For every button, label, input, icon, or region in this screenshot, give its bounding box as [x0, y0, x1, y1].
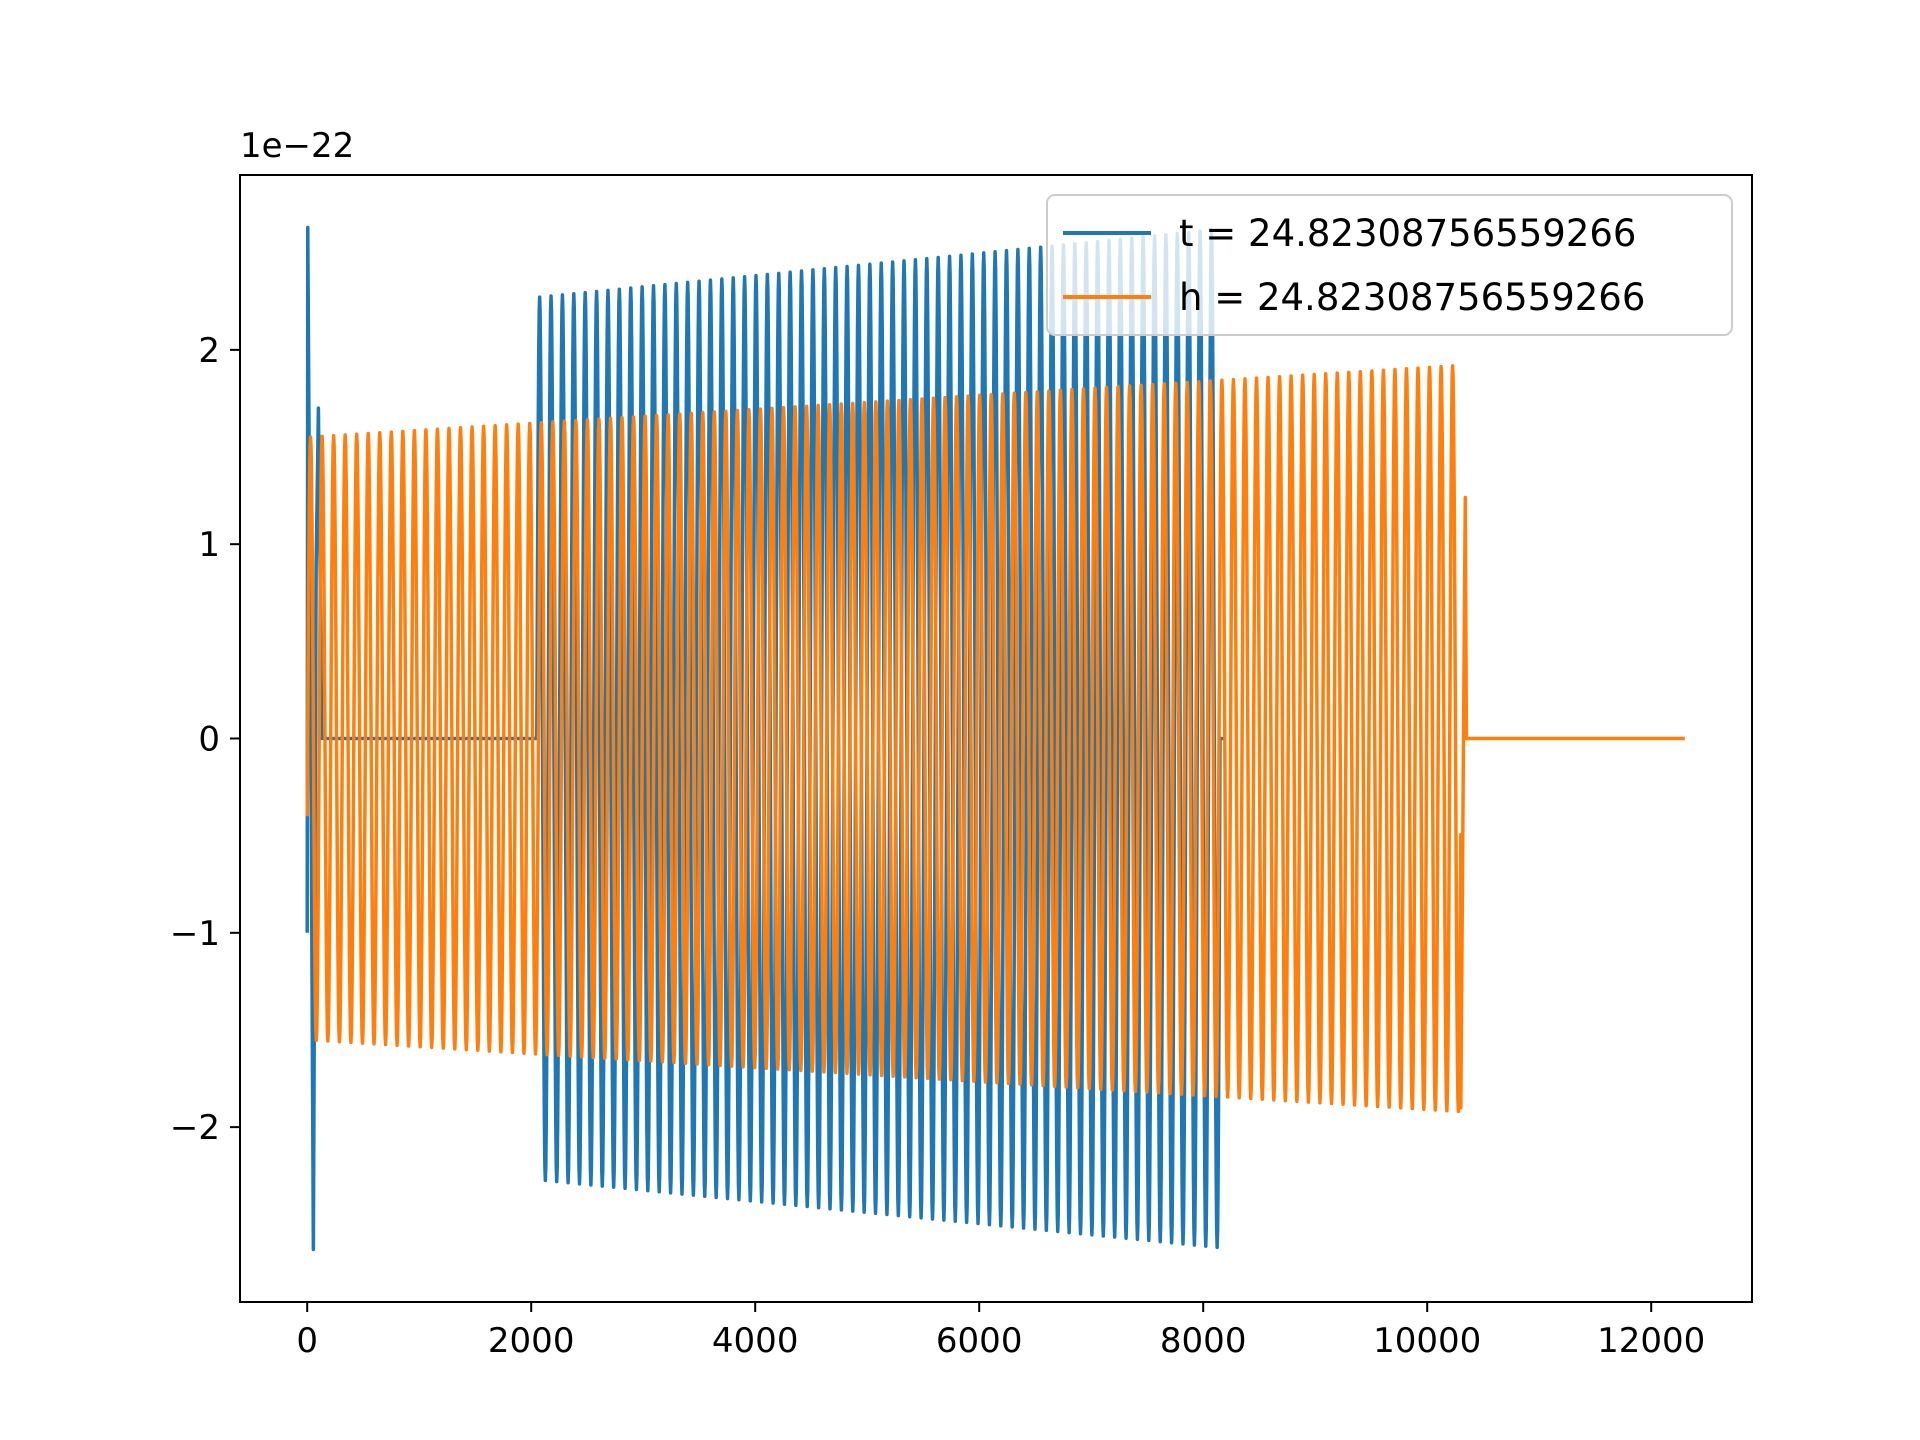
x-tick-label: 6000: [936, 1321, 1023, 1361]
x-tick-label: 12000: [1597, 1321, 1705, 1361]
series-line-1: [305, 364, 1685, 1114]
y-tick-label: 2: [198, 331, 220, 371]
x-tick-label: 10000: [1373, 1321, 1481, 1361]
y-offset-label: 1e−22: [240, 126, 354, 166]
x-tick-label: 8000: [1160, 1321, 1247, 1361]
x-axis: 0 2000 4000 6000 8000 10000 12000: [296, 1302, 1705, 1361]
x-tick-label: 4000: [712, 1321, 799, 1361]
y-tick-label: −1: [170, 914, 220, 954]
legend-box: [1046, 194, 1733, 336]
y-axis: −2 −1 0 1 2: [170, 331, 240, 1148]
y-tick-label: 1: [198, 525, 220, 565]
series-layer: [305, 225, 1685, 1252]
legend: t = 24.82308756559266 h = 24.823087565592…: [1046, 194, 1733, 336]
y-tick-label: −2: [170, 1108, 220, 1148]
series-line-0: [305, 225, 1226, 1252]
legend-label: t = 24.82308756559266: [1179, 212, 1636, 255]
legend-label: h = 24.82308756559266: [1179, 276, 1645, 319]
y-tick-label: 0: [198, 720, 220, 760]
x-tick-label: 2000: [488, 1321, 575, 1361]
x-tick-label: 0: [296, 1321, 318, 1361]
